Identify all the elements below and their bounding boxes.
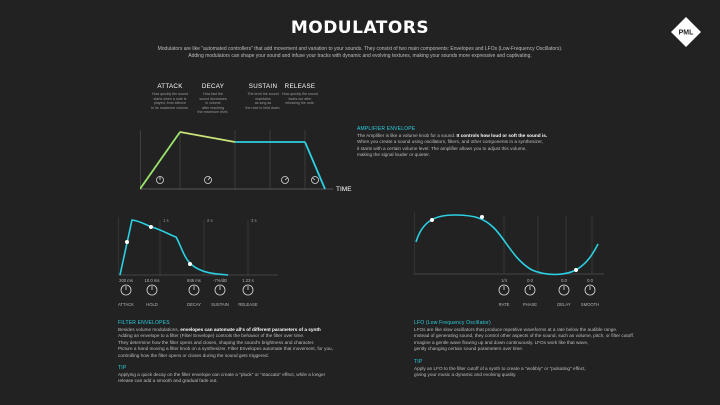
filter-envelope-curve — [119, 219, 229, 276]
knob-smooth[interactable]: 0.0 SMOOTH — [570, 278, 610, 307]
lfo-tip-heading: TIP — [414, 358, 423, 365]
lfo-graph — [414, 212, 604, 276]
knob-sustain[interactable]: -7%/dB SUSTAIN — [200, 278, 240, 307]
knob-label: SUSTAIN — [211, 302, 229, 307]
filter-envelopes-heading: FILTER ENVELOPES — [118, 320, 170, 326]
stage-attack-desc: How quickly the sound starts when a note … — [151, 92, 189, 110]
amp-line: making the signal louder or quieter. — [357, 152, 430, 158]
stage-release-desc: How quickly the sound fades out after rele… — [282, 92, 318, 106]
stage-release-title: RELEASE — [284, 83, 316, 90]
lfo-tip-line: giving your music a dynamic and evolving… — [414, 372, 517, 378]
lfo-point — [430, 218, 434, 222]
knob-value: 200 ms — [119, 278, 133, 283]
knob-icon[interactable] — [132, 283, 172, 297]
lfo-section: LFO (Low Frequency Oscillator) LFOs are … — [414, 320, 704, 378]
filter-line: Picture a hand moving a filter knob on a… — [118, 346, 333, 352]
knob-attack[interactable]: 200 ms ATTACK — [106, 278, 146, 307]
intro-line: Modulators are like "automated controlle… — [157, 46, 563, 52]
knob-icon[interactable] — [484, 283, 524, 297]
amp-line: it starts with a certain volume level. T… — [357, 145, 527, 151]
lfo-wave — [415, 214, 599, 276]
filter-tip-heading: TIP — [118, 365, 127, 372]
lfo-knob-row: 1/4 RATE 0.0 PHASE 0.0 DELAY 0.0 SMOOTH — [482, 278, 612, 314]
tick-label: 2 s — [207, 218, 213, 223]
attack-knob-icon — [156, 176, 164, 184]
knob-icon[interactable] — [106, 283, 146, 297]
knob-icon[interactable] — [228, 283, 268, 297]
lfo-point — [480, 215, 484, 219]
knob-value: 0.0 — [527, 278, 533, 283]
stage-attack-title: ATTACK — [157, 83, 183, 90]
knob-label: HOLD — [146, 302, 158, 307]
knob-label: ATTACK — [118, 302, 134, 307]
filter-tip-line: release can add a smooth and gradual fad… — [118, 378, 218, 384]
knob-value: 1/4 — [501, 278, 507, 283]
knob-label: DELAY — [557, 302, 571, 307]
intro-text: Modulators are like "automated controlle… — [140, 46, 580, 60]
lfo-tip-line: Apply an LFO to the filter cutoff of a s… — [414, 365, 586, 371]
knob-value: -7%/dB — [213, 278, 227, 283]
filter-line: Adding an envelope to a filter (Filter E… — [118, 333, 305, 339]
tick-label: 1 s — [163, 218, 169, 223]
logo-text: PML — [679, 30, 695, 37]
filter-envelopes-section: FILTER ENVELOPES Besides volume modulati… — [118, 320, 418, 385]
filter-tip-line: Applying a quick decay on the filter env… — [118, 372, 326, 378]
knob-icon[interactable] — [544, 283, 584, 297]
adsr-diagram: TIME — [140, 130, 352, 193]
knob-value: 1.23 s — [242, 278, 254, 283]
filter-line: controlling how the filter opens or clos… — [118, 352, 269, 358]
lfo-line: LFOs are like slow oscillators that prod… — [414, 327, 618, 332]
decay-knob-icon — [204, 176, 212, 184]
amp-envelope-section: AMPLIFIER ENVELOPE The Amplifier is like… — [357, 126, 597, 159]
knob-value: 10.0 ms — [144, 278, 160, 283]
envelope-point — [125, 240, 129, 244]
page-title: MODULATORS — [290, 18, 430, 38]
lfo-line: Imagine a gentle wave flowing up and dow… — [414, 339, 589, 345]
knob-label: RATE — [498, 302, 510, 307]
knob-label: RELEASE — [238, 302, 258, 307]
knob-hold[interactable]: 10.0 ms HOLD — [132, 278, 172, 307]
knob-value: 846 ms — [187, 278, 201, 283]
knob-label: SMOOTH — [580, 302, 600, 307]
filter-knob-row: 200 ms ATTACK 10.0 ms HOLD 846 ms DECAY -7%/dB… — [110, 278, 280, 314]
amp-envelope-heading: AMPLIFIER ENVELOPE — [357, 126, 416, 132]
knob-label: DECAY — [186, 302, 202, 307]
envelope-point — [188, 262, 192, 266]
stage-decay-title: DECAY — [201, 83, 225, 90]
knob-icon[interactable] — [510, 283, 550, 297]
release-curve — [304, 141, 326, 190]
knob-icon[interactable] — [200, 283, 240, 297]
release-knob-icon — [311, 176, 319, 184]
lfo-point — [574, 268, 578, 272]
lfo-heading: LFO (Low Frequency Oscillator) — [414, 320, 491, 326]
amp-line: When you create a sound using oscillator… — [357, 139, 544, 145]
amp-line: The Amplifier is like a volume knob for … — [357, 133, 548, 138]
lfo-line: gently changing certain sound parameters… — [414, 346, 524, 352]
knob-value: 0.0 — [587, 278, 593, 283]
knob-delay[interactable]: 0.0 DELAY — [544, 278, 584, 307]
stage-decay-desc: How fast the sound decreases in volume afte… — [197, 92, 229, 115]
lfo-line: Instead of generating sound, they contro… — [414, 333, 635, 339]
time-label: TIME — [336, 186, 352, 193]
knob-label: PHASE — [522, 302, 538, 307]
filter-line: They determine how the filter opens and … — [118, 339, 315, 345]
knob-icon[interactable] — [174, 283, 214, 297]
sustain-knob-icon — [281, 176, 289, 184]
knob-phase[interactable]: 0.0 PHASE — [510, 278, 550, 307]
stage-sustain-desc: The level the sound maintains as long as th… — [245, 92, 281, 110]
pml-logo: PML — [670, 16, 702, 48]
knob-release[interactable]: 1.23 s RELEASE — [228, 278, 268, 307]
knob-icon[interactable] — [570, 283, 610, 297]
knob-rate[interactable]: 1/4 RATE — [484, 278, 524, 307]
filter-line: Besides volume modulations, envelopes ca… — [118, 327, 321, 332]
knob-decay[interactable]: 846 ms DECAY — [174, 278, 214, 307]
tick-label: 3 s — [251, 218, 257, 223]
envelope-point — [149, 225, 153, 229]
intro-line: Adding modulators can shape your sound a… — [188, 53, 532, 59]
knob-value: 0.0 — [561, 278, 567, 283]
stage-sustain-title: SUSTAIN — [248, 83, 278, 90]
attack-curve — [140, 131, 181, 190]
decay-curve — [179, 131, 236, 143]
filter-envelope-graph: 1 s 2 s 3 s — [118, 217, 278, 276]
